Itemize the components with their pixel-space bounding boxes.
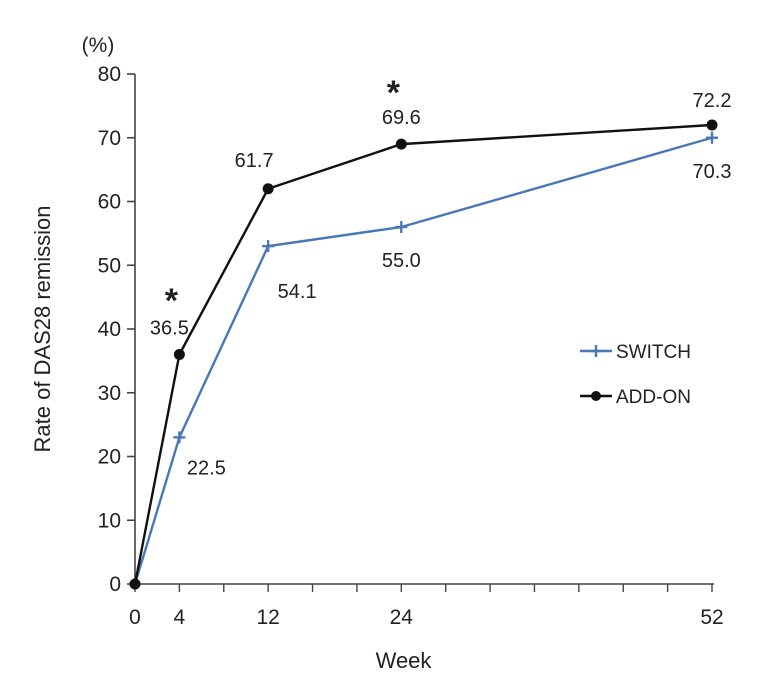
y-tick-label: 70 [98, 127, 121, 150]
data-label: 22.5 [187, 457, 226, 479]
y-axis-title: Rate of DAS28 remission [30, 206, 55, 453]
x-tick-label: 4 [174, 606, 186, 629]
legend-item-add-on: ADD-ON [580, 387, 691, 408]
data-point [706, 119, 718, 131]
y-tick-label: 60 [98, 191, 121, 214]
axes: 0 10 20 30 40 50 60 70 80 0 4 12 24 52 Week Rate of DAS… [30, 34, 724, 673]
x-tick-label: 12 [256, 606, 279, 629]
y-tick-label: 40 [98, 318, 121, 341]
data-point [706, 131, 718, 144]
y-tick-label: 0 [109, 573, 121, 596]
data-point [262, 183, 274, 195]
data-point [173, 349, 185, 360]
data-label: 72.2 [693, 90, 732, 112]
series-group [129, 119, 718, 590]
data-point [395, 221, 408, 233]
legend-label: SWITCH [616, 342, 691, 363]
data-point [173, 431, 186, 444]
data-label: 70.3 [693, 161, 732, 183]
significance-marker: * [165, 282, 179, 320]
data-point [129, 578, 141, 590]
data-point [395, 138, 407, 150]
x-tick-label: 24 [390, 606, 414, 629]
x-tick-label: 0 [129, 606, 141, 629]
x-axis-title: Week [376, 648, 433, 673]
y-tick-label: 50 [98, 254, 121, 277]
legend-marker [591, 391, 601, 401]
data-label: 36.5 [150, 318, 189, 340]
y-tick-label: 10 [98, 509, 121, 532]
y-tick-label: 20 [98, 446, 121, 469]
x-tick-label: 52 [700, 606, 723, 629]
data-label: 54.1 [278, 281, 317, 303]
data-label: 55.0 [382, 250, 421, 272]
y-tick-label: 30 [98, 382, 121, 405]
legend-item-switch: SWITCH [580, 342, 691, 363]
data-point [262, 240, 275, 253]
data-label: 61.7 [235, 150, 274, 172]
significance-marker: * [387, 74, 401, 112]
y-tick-label: 80 [98, 63, 121, 86]
data-label: 69.6 [382, 107, 421, 129]
legend-label: ADD-ON [616, 387, 691, 408]
y-axis-unit: (%) [82, 34, 115, 57]
data-labels: 22.5 54.1 55.0 70.3 36.5 61.7 69.6 72.2 * * [150, 74, 732, 479]
legend: SWITCH ADD-ON [580, 342, 691, 408]
